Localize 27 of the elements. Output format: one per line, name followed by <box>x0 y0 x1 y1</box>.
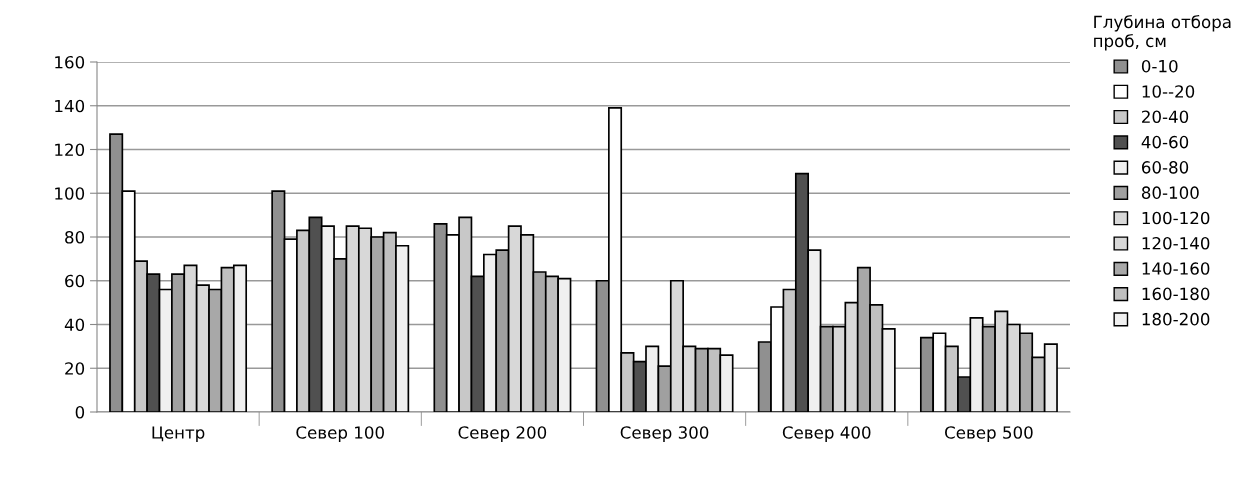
legend-label: 40-60 <box>1141 135 1189 149</box>
legend-label: 180-200 <box>1142 312 1210 326</box>
y-tick-label: 160 <box>55 55 85 69</box>
y-tick-label: 40 <box>64 318 85 332</box>
y-tick-label: 80 <box>65 230 85 244</box>
legend-label: 10--20 <box>1142 85 1195 98</box>
legend-label: 160-180 <box>1142 287 1210 301</box>
x-tick-label: Север 100 <box>296 426 384 443</box>
x-tick-label: Север 200 <box>458 426 547 443</box>
legend-title: Глубина отбора проб, см <box>1094 15 1231 51</box>
legend-label: 100-120 <box>1142 211 1210 225</box>
x-tick-label: Север 400 <box>782 426 871 443</box>
legend-label: 140-160 <box>1142 262 1210 275</box>
y-tick-label: 0 <box>75 405 85 419</box>
y-tick-label: 20 <box>65 362 85 375</box>
x-tick-label: Центр <box>152 426 205 443</box>
legend-label: 120-140 <box>1142 236 1210 250</box>
x-tick-label: Север 300 <box>620 426 709 443</box>
legend-label: 80-100 <box>1141 186 1199 199</box>
legend-label: 0-10 <box>1141 59 1178 73</box>
y-tick-label: 120 <box>55 143 85 157</box>
x-tick-label: Север 500 <box>945 426 1033 443</box>
legend-label: 60-80 <box>1141 161 1189 174</box>
y-tick-label: 100 <box>55 187 85 200</box>
legend-label: 20-40 <box>1142 110 1189 124</box>
y-tick-label: 60 <box>65 274 85 288</box>
y-tick-label: 140 <box>55 99 85 113</box>
